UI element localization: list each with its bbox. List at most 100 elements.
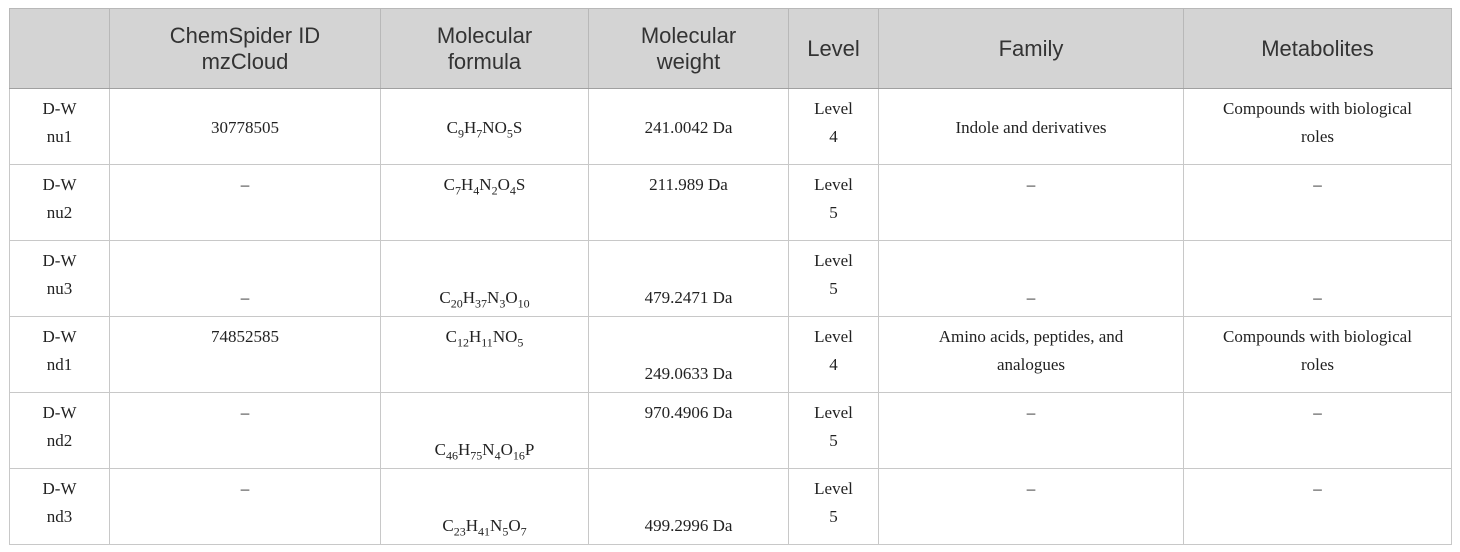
metabolites-cell: – [1183, 392, 1452, 469]
formula-cell: C20H37N3O10 [380, 240, 589, 317]
level-cell: Level 4 [788, 88, 879, 165]
formula-element: H [461, 175, 474, 194]
family-line-1: Indole and derivatives [955, 117, 1107, 137]
level-line-2: 4 [829, 127, 838, 146]
table-row: D-W nu1 30778505 C9H7NO5S 241.0042 Da Level 4 I… [9, 88, 1452, 165]
metabolites-line-2: roles [1300, 127, 1335, 146]
formula-subscript: 9 [458, 125, 465, 140]
formula-element: NO [492, 327, 518, 346]
formula-element: N [482, 440, 495, 459]
level-line-1: Level [814, 251, 853, 270]
metabolite-table: ChemSpider ID mzCloud Molecular formula … [9, 8, 1452, 545]
weight-cell: 970.4906 Da [588, 392, 789, 469]
metabolites-line-1: – [1313, 288, 1322, 307]
formula-subscript: 10 [517, 296, 530, 311]
family-cell: – [878, 392, 1184, 469]
header-chemspider: ChemSpider ID mzCloud [109, 8, 381, 89]
formula-subscript: 4 [509, 183, 516, 198]
chemspider-id-cell: – [109, 392, 381, 469]
weight-cell: 211.989 Da [588, 164, 789, 241]
sample-line-2: nd1 [46, 355, 73, 374]
table-row: D-W nu2– C7H4N2O4S 211.989 Da Level 5– – [9, 164, 1452, 241]
formula-subscript: 7 [455, 183, 462, 198]
level-cell: Level 5 [788, 240, 879, 317]
header-metabolites: Metabolites [1183, 8, 1452, 89]
family-cell: – [878, 164, 1184, 241]
formula-element: S [515, 175, 526, 194]
header-chemspider-line-2: mzCloud [201, 48, 289, 74]
header-chemspider-line-1: ChemSpider ID [169, 22, 321, 48]
formula-element: S [512, 117, 523, 137]
header-row: ChemSpider ID mzCloud Molecular formula … [9, 8, 1452, 89]
sample-cell: D-W nu3 [9, 240, 110, 317]
family-cell: – [878, 240, 1184, 317]
header-weight-line-1: Molecular [640, 22, 737, 48]
table-row: D-W nu3– C20H37N3O10 479.2471 Da Level 5– – [9, 240, 1452, 317]
formula-element: H [465, 516, 479, 535]
chemspider-id-cell: – [109, 240, 381, 317]
metabolites-line-1: – [1313, 175, 1322, 194]
level-cell: Level 5 [788, 392, 879, 469]
formula-subscript: 2 [491, 183, 498, 198]
formula-element: O [505, 288, 518, 307]
metabolites-cell: – [1183, 240, 1452, 317]
metabolites-cell: Compounds with biological roles [1183, 88, 1452, 165]
sample-line-2: nu3 [46, 279, 73, 298]
formula-element: C [442, 516, 454, 535]
formula-subscript: 46 [446, 448, 459, 463]
level-line-1: Level [814, 403, 853, 422]
header-weight: Molecular weight [588, 8, 789, 89]
formula-subscript: 41 [478, 524, 491, 539]
sample-line-1: D-W [42, 327, 77, 346]
weight-cell: 499.2996 Da [588, 468, 789, 545]
formula-element: P [524, 440, 535, 459]
family-line-2: analogues [997, 355, 1065, 374]
level-line-1: Level [814, 327, 853, 346]
family-line-1: – [1026, 479, 1036, 498]
formula-element: H [464, 117, 477, 137]
sample-line-2: nu1 [46, 127, 73, 146]
sample-line-1: D-W [42, 479, 77, 498]
formula-element: H [458, 440, 471, 459]
formula-element: N [479, 175, 492, 194]
header-formula-line-1: Molecular [436, 22, 533, 48]
sample-line-2: nd3 [46, 507, 73, 526]
weight-cell: 479.2471 Da [588, 240, 789, 317]
family-cell: Amino acids, peptides, and analogues [878, 316, 1184, 393]
formula-subscript: 23 [453, 524, 466, 539]
level-cell: Level 5 [788, 468, 879, 545]
formula-subscript: 7 [476, 125, 483, 140]
level-line-1: Level [814, 479, 853, 498]
header-level: Level [788, 8, 879, 89]
metabolites-line-1: – [1313, 403, 1322, 422]
family-line-1: Amino acids, peptides, and [938, 327, 1124, 346]
sample-line-2: nd2 [46, 431, 73, 450]
formula-cell: C7H4N2O4S [380, 164, 589, 241]
metabolites-cell: Compounds with biological roles [1183, 316, 1452, 393]
family-cell: Indole and derivatives [878, 88, 1184, 165]
formula-element: C [443, 175, 456, 194]
sample-line-1: D-W [42, 99, 77, 118]
formula-cell: C12H11NO5 [380, 316, 589, 393]
table-row: D-W nd3– C23H41N5O7 499.2996 Da Level 5– – [9, 468, 1452, 545]
formula-subscript: 3 [499, 296, 506, 311]
header-formula-line-2: formula [447, 48, 522, 74]
formula-element: N [487, 288, 500, 307]
family-line-1: – [1026, 288, 1036, 307]
header-sample [9, 8, 110, 89]
metabolites-cell: – [1183, 164, 1452, 241]
formula-subscript: 11 [481, 335, 493, 350]
metabolites-line-1: Compounds with biological [1223, 327, 1412, 346]
metabolites-line-1: – [1313, 479, 1322, 498]
chemspider-id-cell: 30778505 [109, 88, 381, 165]
table-body: D-W nu1 30778505 C9H7NO5S 241.0042 Da Level 4 I… [9, 88, 1452, 545]
metabolites-cell: – [1183, 468, 1452, 545]
weight-cell: 249.0633 Da [588, 316, 789, 393]
level-line-1: Level [814, 175, 853, 194]
formula-element: H [468, 327, 482, 346]
sample-cell: D-W nd1 [9, 316, 110, 393]
formula-subscript: 5 [506, 125, 513, 140]
formula-subscript: 5 [502, 524, 509, 539]
formula-element: C [439, 288, 451, 307]
formula-cell: C46H75N4O16P [380, 392, 589, 469]
